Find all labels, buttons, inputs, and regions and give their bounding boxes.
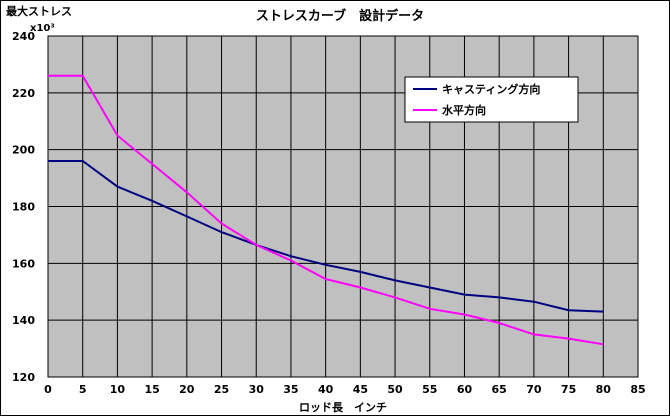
y-axis-label: 最大ストレス	[6, 4, 72, 18]
series-lines	[48, 74, 604, 346]
legend-box	[404, 76, 579, 123]
x-tick-label: 75	[561, 383, 576, 396]
legend: キャスティング方向 水平方向	[404, 76, 579, 123]
x-tick-label: 5	[79, 383, 87, 396]
x-tick-label: 0	[44, 383, 52, 396]
x-tick-label: 20	[179, 383, 195, 396]
y-axis-unit: x10³	[30, 23, 55, 34]
legend-label-casting: キャスティング方向	[442, 82, 540, 96]
x-tick-label: 55	[422, 383, 437, 396]
tick-labels: 0 5 10 15 20 25 30 35 40 45 50 55 60 65 70 75 80 85 120 140…	[12, 30, 646, 396]
x-axis-label: ロッド長 インチ	[299, 401, 387, 414]
series-line-0	[48, 160, 604, 313]
x-tick-label: 45	[353, 383, 368, 396]
x-tick-label: 85	[630, 383, 645, 396]
x-tick-label: 60	[457, 383, 473, 396]
legend-label-horizontal: 水平方向	[442, 103, 486, 117]
x-tick-label: 35	[283, 383, 298, 396]
x-tick-label: 80	[596, 383, 612, 396]
y-tick-label: 120	[12, 371, 35, 384]
y-tick-label: 160	[12, 257, 35, 270]
x-tick-label: 25	[214, 383, 229, 396]
x-tick-label: 65	[492, 383, 507, 396]
x-tick-label: 10	[110, 383, 126, 396]
y-tick-label: 180	[12, 201, 35, 214]
x-tick-label: 70	[526, 383, 542, 396]
x-tick-label: 30	[249, 383, 265, 396]
series-line-1	[48, 74, 604, 346]
x-tick-label: 15	[144, 383, 159, 396]
y-tick-label: 200	[12, 144, 35, 157]
y-tick-label: 140	[12, 314, 35, 327]
x-tick-label: 40	[318, 383, 334, 396]
y-tick-label: 240	[12, 30, 35, 43]
chart-title: ストレスカーブ 設計データ	[256, 8, 424, 24]
y-tick-label: 220	[12, 87, 35, 100]
x-tick-label: 50	[387, 383, 403, 396]
